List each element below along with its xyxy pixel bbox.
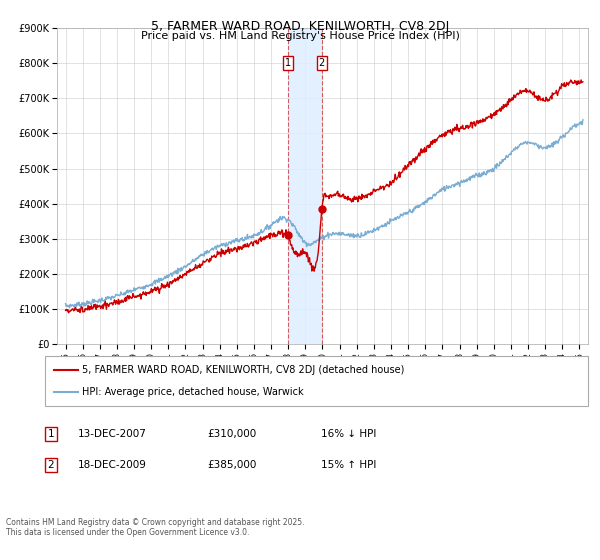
Text: £310,000: £310,000: [207, 429, 256, 439]
Text: 1: 1: [47, 429, 55, 439]
Text: 15% ↑ HPI: 15% ↑ HPI: [321, 460, 376, 470]
Text: 1: 1: [284, 58, 290, 68]
Bar: [287, 28, 322, 344]
Text: HPI: Average price, detached house, Warwick: HPI: Average price, detached house, Warw…: [82, 387, 304, 397]
Text: 2: 2: [319, 58, 325, 68]
Text: Price paid vs. HM Land Registry's House Price Index (HPI): Price paid vs. HM Land Registry's House …: [140, 31, 460, 41]
Text: 16% ↓ HPI: 16% ↓ HPI: [321, 429, 376, 439]
Text: 18-DEC-2009: 18-DEC-2009: [78, 460, 147, 470]
Text: £385,000: £385,000: [207, 460, 256, 470]
Text: 13-DEC-2007: 13-DEC-2007: [78, 429, 147, 439]
Text: 2: 2: [47, 460, 55, 470]
Text: 5, FARMER WARD ROAD, KENILWORTH, CV8 2DJ: 5, FARMER WARD ROAD, KENILWORTH, CV8 2DJ: [151, 20, 449, 32]
Text: Contains HM Land Registry data © Crown copyright and database right 2025.
This d: Contains HM Land Registry data © Crown c…: [6, 518, 305, 538]
Text: 5, FARMER WARD ROAD, KENILWORTH, CV8 2DJ (detached house): 5, FARMER WARD ROAD, KENILWORTH, CV8 2DJ…: [82, 365, 404, 375]
